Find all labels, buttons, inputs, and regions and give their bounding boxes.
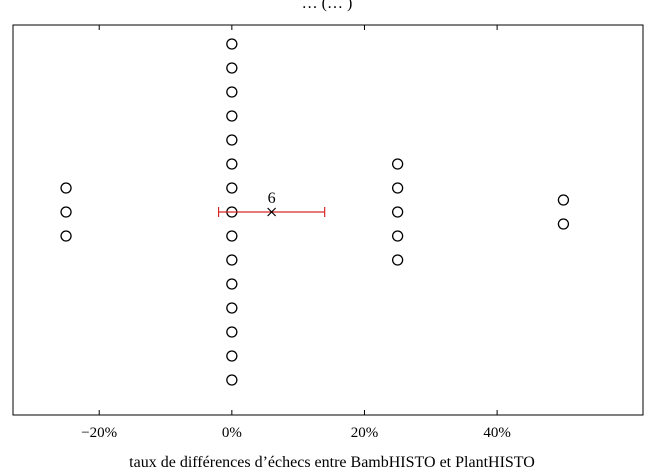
data-point	[226, 374, 238, 386]
data-point	[226, 86, 238, 98]
data-point	[391, 254, 404, 266]
x-tick-label: 20%	[351, 425, 379, 441]
data-point	[557, 218, 570, 230]
data-point	[226, 38, 238, 50]
data-point	[226, 134, 238, 146]
x-axis-ticks: −20% 0% 20% 40%	[81, 25, 511, 441]
data-point	[226, 278, 238, 290]
data-point	[226, 350, 238, 362]
data-point	[226, 254, 238, 266]
mean-value-label: 6	[268, 190, 276, 207]
x-tick-label: 0%	[222, 425, 242, 441]
data-point	[391, 230, 404, 242]
data-point	[557, 194, 570, 206]
data-point	[226, 182, 238, 194]
x-tick-label: −20%	[81, 425, 117, 441]
data-point	[226, 62, 238, 74]
x-tick-label: 40%	[483, 425, 511, 441]
plot-area-frame	[12, 24, 644, 416]
data-point	[391, 158, 404, 170]
mean-cross-mark	[267, 207, 277, 217]
data-points	[60, 38, 570, 386]
data-point	[391, 206, 404, 218]
chart-title: … (… )	[302, 0, 353, 12]
x-axis-label: taux de différences d’échecs entre BambH…	[129, 454, 535, 471]
data-point	[60, 182, 72, 194]
data-point	[391, 182, 404, 194]
data-point	[226, 326, 238, 338]
data-point	[226, 302, 238, 314]
data-point	[60, 206, 72, 218]
data-point	[226, 158, 238, 170]
data-point	[226, 230, 238, 242]
data-point	[226, 110, 238, 122]
mean-marker-group: 6	[217, 190, 326, 217]
data-point	[60, 230, 72, 242]
